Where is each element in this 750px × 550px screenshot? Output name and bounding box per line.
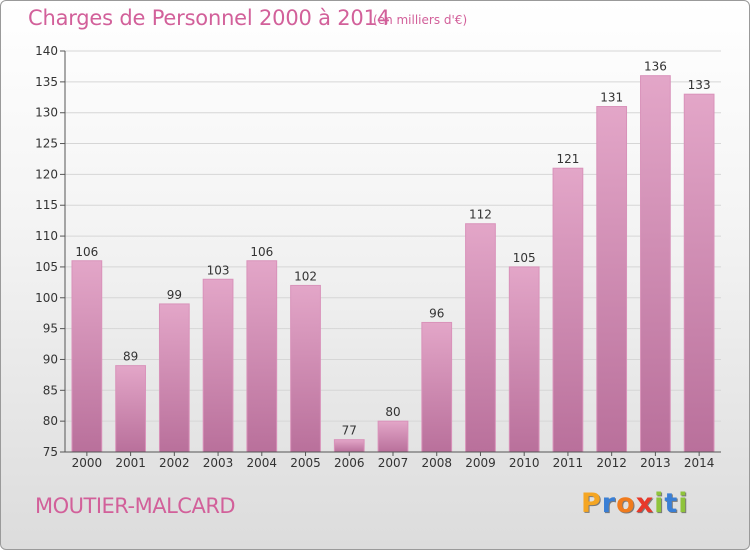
- bar-2007: [377, 420, 409, 453]
- y-tick-label: 105: [35, 260, 58, 274]
- data-label: 96: [429, 306, 444, 320]
- bar-2002: [158, 303, 190, 453]
- x-tick-label: 2000: [72, 456, 103, 470]
- data-label: 89: [123, 350, 138, 364]
- data-label: 80: [385, 405, 400, 419]
- logo-letter: P: [581, 488, 602, 519]
- y-tick-label: 140: [35, 44, 58, 58]
- data-label: 103: [207, 263, 230, 277]
- x-tick-label: 2001: [115, 456, 146, 470]
- x-tick-label: 2003: [203, 456, 234, 470]
- y-tick-label: 95: [43, 322, 58, 336]
- x-tick-label: 2005: [290, 456, 321, 470]
- logo-letter: t: [664, 488, 679, 519]
- bar-2001: [115, 365, 146, 453]
- bar-2006: [333, 439, 365, 453]
- logo-letter: i: [678, 488, 689, 519]
- y-tick-label: 110: [35, 229, 58, 243]
- x-tick-label: 2009: [465, 456, 496, 470]
- y-tick-label: 100: [35, 291, 58, 305]
- bar-2008: [421, 321, 453, 453]
- data-label: 121: [556, 152, 579, 166]
- x-tick-label: 2014: [684, 456, 715, 470]
- x-tick-label: 2012: [596, 456, 627, 470]
- logo-letter: x: [635, 488, 655, 519]
- data-label: 99: [167, 288, 182, 302]
- data-label: 112: [469, 208, 492, 222]
- x-tick-label: 2008: [421, 456, 452, 470]
- logo-letter: o: [616, 488, 636, 519]
- bar-2012: [596, 106, 628, 453]
- x-tick-label: 2010: [509, 456, 540, 470]
- data-label: 133: [688, 78, 711, 92]
- x-tick-label: 2004: [247, 456, 278, 470]
- x-tick-label: 2007: [378, 456, 409, 470]
- y-tick-label: 90: [43, 352, 58, 366]
- y-tick-label: 75: [43, 445, 58, 459]
- x-tick-label: 2002: [159, 456, 190, 470]
- data-label: 105: [513, 251, 536, 265]
- bar-2000: [71, 260, 103, 453]
- y-tick-label: 85: [43, 383, 58, 397]
- logo-letter: i: [654, 488, 665, 519]
- data-label: 106: [250, 245, 273, 259]
- proxiti-logo[interactable]: Proxiti: [581, 488, 689, 519]
- chart-subtitle: (en milliers d'€): [373, 13, 468, 27]
- bar-2003: [202, 278, 234, 453]
- y-tick-label: 125: [35, 137, 58, 151]
- data-label: 102: [294, 269, 317, 283]
- x-tick-label: 2011: [553, 456, 584, 470]
- y-tick-label: 135: [35, 75, 58, 89]
- bar-2014: [683, 93, 715, 453]
- bar-2011: [552, 167, 584, 453]
- logo-letter: r: [601, 488, 617, 519]
- data-label: 136: [644, 60, 667, 74]
- y-tick-label: 80: [43, 414, 58, 428]
- data-label: 131: [600, 91, 623, 105]
- x-tick-label: 2013: [640, 456, 671, 470]
- y-tick-label: 115: [35, 198, 58, 212]
- bar-2004: [246, 260, 278, 453]
- bar-2010: [508, 266, 540, 453]
- x-tick-label: 2006: [334, 456, 365, 470]
- chart-title: Charges de Personnel 2000 à 2014: [28, 6, 390, 30]
- bar-2013: [640, 75, 671, 453]
- bar-2009: [465, 223, 496, 453]
- bar-2005: [290, 284, 321, 453]
- town-name: MOUTIER-MALCARD: [35, 494, 236, 518]
- y-tick-label: 130: [35, 106, 58, 120]
- data-label: 77: [342, 424, 357, 438]
- y-tick-label: 120: [35, 167, 58, 181]
- data-label: 106: [75, 245, 98, 259]
